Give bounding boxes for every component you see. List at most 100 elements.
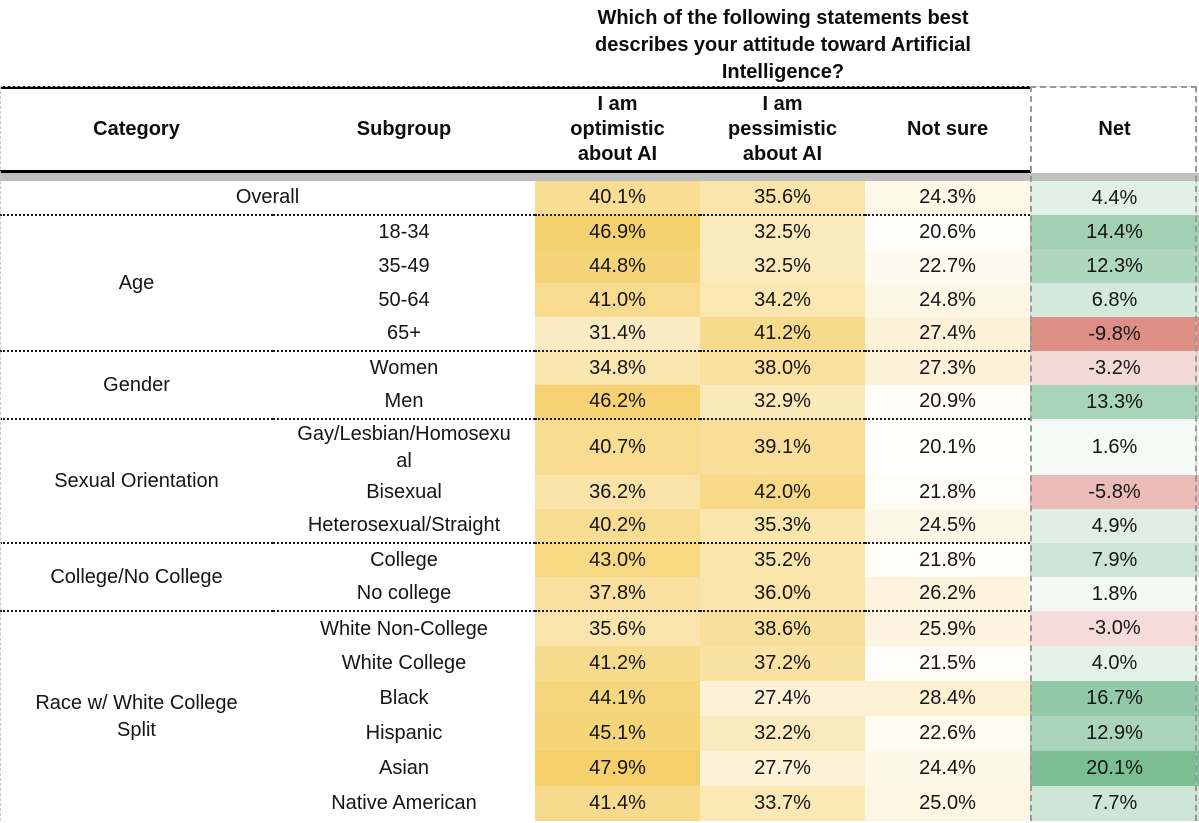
not-sure-cell: 22.6%: [865, 716, 1031, 751]
table-row: Heterosexual/Straight 40.2% 35.3% 24.5% 4.9%: [0, 509, 1199, 543]
net-cell: -3.0%: [1030, 611, 1199, 646]
table-row: Bisexual 36.2% 42.0% 21.8% -5.8%: [0, 475, 1199, 509]
pessimistic-cell: 39.1%: [700, 418, 866, 475]
net-cell: 7.7%: [1030, 786, 1199, 821]
net-cell: -9.8%: [1030, 317, 1199, 351]
not-sure-cell: 24.5%: [865, 509, 1031, 543]
subgroup-cell: Gay/Lesbian/Homosexu al: [273, 418, 536, 475]
subgroup-cell: Asian: [378, 757, 430, 779]
pessimistic-cell: 33.7%: [700, 786, 866, 821]
not-sure-cell: 26.2%: [865, 577, 1031, 611]
not-sure-cell: 20.1%: [865, 418, 1031, 475]
pessimistic-cell: 32.2%: [700, 716, 866, 751]
optimistic-cell: 44.1%: [535, 681, 701, 716]
pessimistic-cell: 34.2%: [700, 283, 866, 317]
table-row: Asian 47.9% 27.7% 24.4% 20.1%: [0, 751, 1199, 786]
column-header-row: Category Subgroup I am optimistic about …: [0, 89, 1199, 170]
optimistic-cell: 31.4%: [535, 317, 701, 351]
optimistic-cell: 37.8%: [535, 577, 701, 611]
table-top-border: [0, 86, 1031, 89]
net-cell: 12.9%: [1030, 716, 1199, 751]
table-row: 50-64 41.0% 34.2% 24.8% 6.8%: [0, 283, 1199, 317]
not-sure-cell: 25.0%: [865, 786, 1031, 821]
net-cell: -3.2%: [1030, 351, 1199, 385]
not-sure-cell: 21.8%: [865, 475, 1031, 509]
header-bottom-border: [0, 170, 1031, 173]
optimistic-cell: 47.9%: [535, 751, 701, 786]
column-header-pessimistic: I am pessimistic about AI: [728, 93, 837, 165]
table-row: 35-49 44.8% 32.5% 22.7% 12.3%: [0, 249, 1199, 283]
column-header-subgroup: Subgroup: [356, 118, 452, 140]
pessimistic-cell: 41.2%: [700, 317, 866, 351]
column-header-not-sure: Not sure: [906, 118, 989, 140]
table-row: Gender Women 34.8% 38.0% 27.3% -3.2%: [0, 350, 1199, 419]
net-cell: 4.9%: [1030, 509, 1199, 543]
subgroup-cell: Overall: [235, 186, 300, 208]
table-row: No college 37.8% 36.0% 26.2% 1.8%: [0, 577, 1199, 611]
category-cell: College/No College: [0, 542, 273, 611]
not-sure-cell: 27.3%: [865, 350, 1031, 385]
optimistic-cell: 40.1%: [535, 181, 701, 215]
pessimistic-cell: 27.7%: [700, 751, 866, 786]
pessimistic-cell: 38.0%: [700, 350, 866, 385]
not-sure-cell: 27.4%: [865, 317, 1031, 351]
subgroup-cell: 50-64: [378, 288, 430, 311]
pessimistic-cell: 37.2%: [700, 646, 866, 681]
optimistic-cell: 41.2%: [535, 646, 701, 681]
pessimistic-cell: 32.9%: [700, 385, 866, 419]
table-row: Overall 40.1% 35.6% 24.3% 4.4%: [0, 181, 1199, 215]
net-cell: -5.8%: [1030, 475, 1199, 509]
table-row: Men 46.2% 32.9% 20.9% 13.3%: [0, 385, 1199, 419]
net-cell: 1.6%: [1030, 419, 1199, 475]
net-cell: 14.4%: [1030, 215, 1199, 249]
survey-question-title: Which of the following statements best d…: [594, 7, 971, 83]
subgroup-cell: College: [273, 542, 536, 577]
net-cell: 12.3%: [1030, 249, 1199, 283]
not-sure-cell: 24.4%: [865, 751, 1031, 786]
pessimistic-cell: 42.0%: [700, 475, 866, 509]
net-cell: 4.4%: [1030, 181, 1199, 215]
pessimistic-cell: 35.2%: [700, 542, 866, 577]
pessimistic-cell: 36.0%: [700, 577, 866, 611]
net-cell: 20.1%: [1030, 751, 1199, 786]
not-sure-cell: 21.8%: [865, 542, 1031, 577]
not-sure-cell: 22.7%: [865, 249, 1031, 283]
optimistic-cell: 41.0%: [535, 283, 701, 317]
pessimistic-cell: 35.6%: [700, 181, 866, 215]
category-cell: Age: [0, 214, 273, 351]
table-row: Sexual Orientation Gay/Lesbian/Homosexu a…: [0, 418, 1199, 543]
net-cell: 6.8%: [1030, 283, 1199, 317]
net-cell: 13.3%: [1030, 385, 1199, 419]
not-sure-cell: 20.6%: [865, 214, 1031, 249]
net-cell: 4.0%: [1030, 646, 1199, 681]
table-row: Black 44.1% 27.4% 28.4% 16.7%: [0, 681, 1199, 716]
optimistic-cell: 35.6%: [535, 610, 701, 646]
net-cell: 7.9%: [1030, 543, 1199, 577]
not-sure-cell: 21.5%: [865, 646, 1031, 681]
optimistic-cell: 45.1%: [535, 716, 701, 751]
data-table: Overall 40.1% 35.6% 24.3% 4.4% Age 18-34 46.9% 3…: [0, 181, 1199, 821]
optimistic-cell: 41.4%: [535, 786, 701, 821]
subgroup-cell: 18-34: [273, 214, 536, 249]
pessimistic-cell: 27.4%: [700, 681, 866, 716]
column-header-net: Net: [1098, 118, 1131, 140]
subgroup-cell: 35-49: [378, 254, 430, 277]
optimistic-cell: 46.9%: [535, 214, 701, 249]
not-sure-cell: 28.4%: [865, 681, 1031, 716]
subgroup-cell: Black: [379, 687, 429, 709]
not-sure-cell: 24.3%: [865, 181, 1031, 215]
subgroup-cell: White Non-College: [273, 610, 536, 646]
net-cell: 16.7%: [1030, 681, 1199, 716]
optimistic-cell: 46.2%: [535, 385, 701, 419]
column-header-category: Category: [93, 118, 180, 140]
header-gray-bar: [0, 173, 1199, 181]
subgroup-cell: No college: [356, 582, 452, 604]
pessimistic-cell: 32.5%: [700, 249, 866, 283]
not-sure-cell: 20.9%: [865, 385, 1031, 419]
optimistic-cell: 34.8%: [535, 350, 701, 385]
optimistic-cell: 36.2%: [535, 475, 701, 509]
table-row: Age 18-34 46.9% 32.5% 20.6% 14.4%: [0, 214, 1199, 351]
subgroup-cell: Hispanic: [365, 722, 443, 744]
not-sure-cell: 25.9%: [865, 610, 1031, 646]
category-cell: Sexual Orientation: [0, 418, 273, 543]
